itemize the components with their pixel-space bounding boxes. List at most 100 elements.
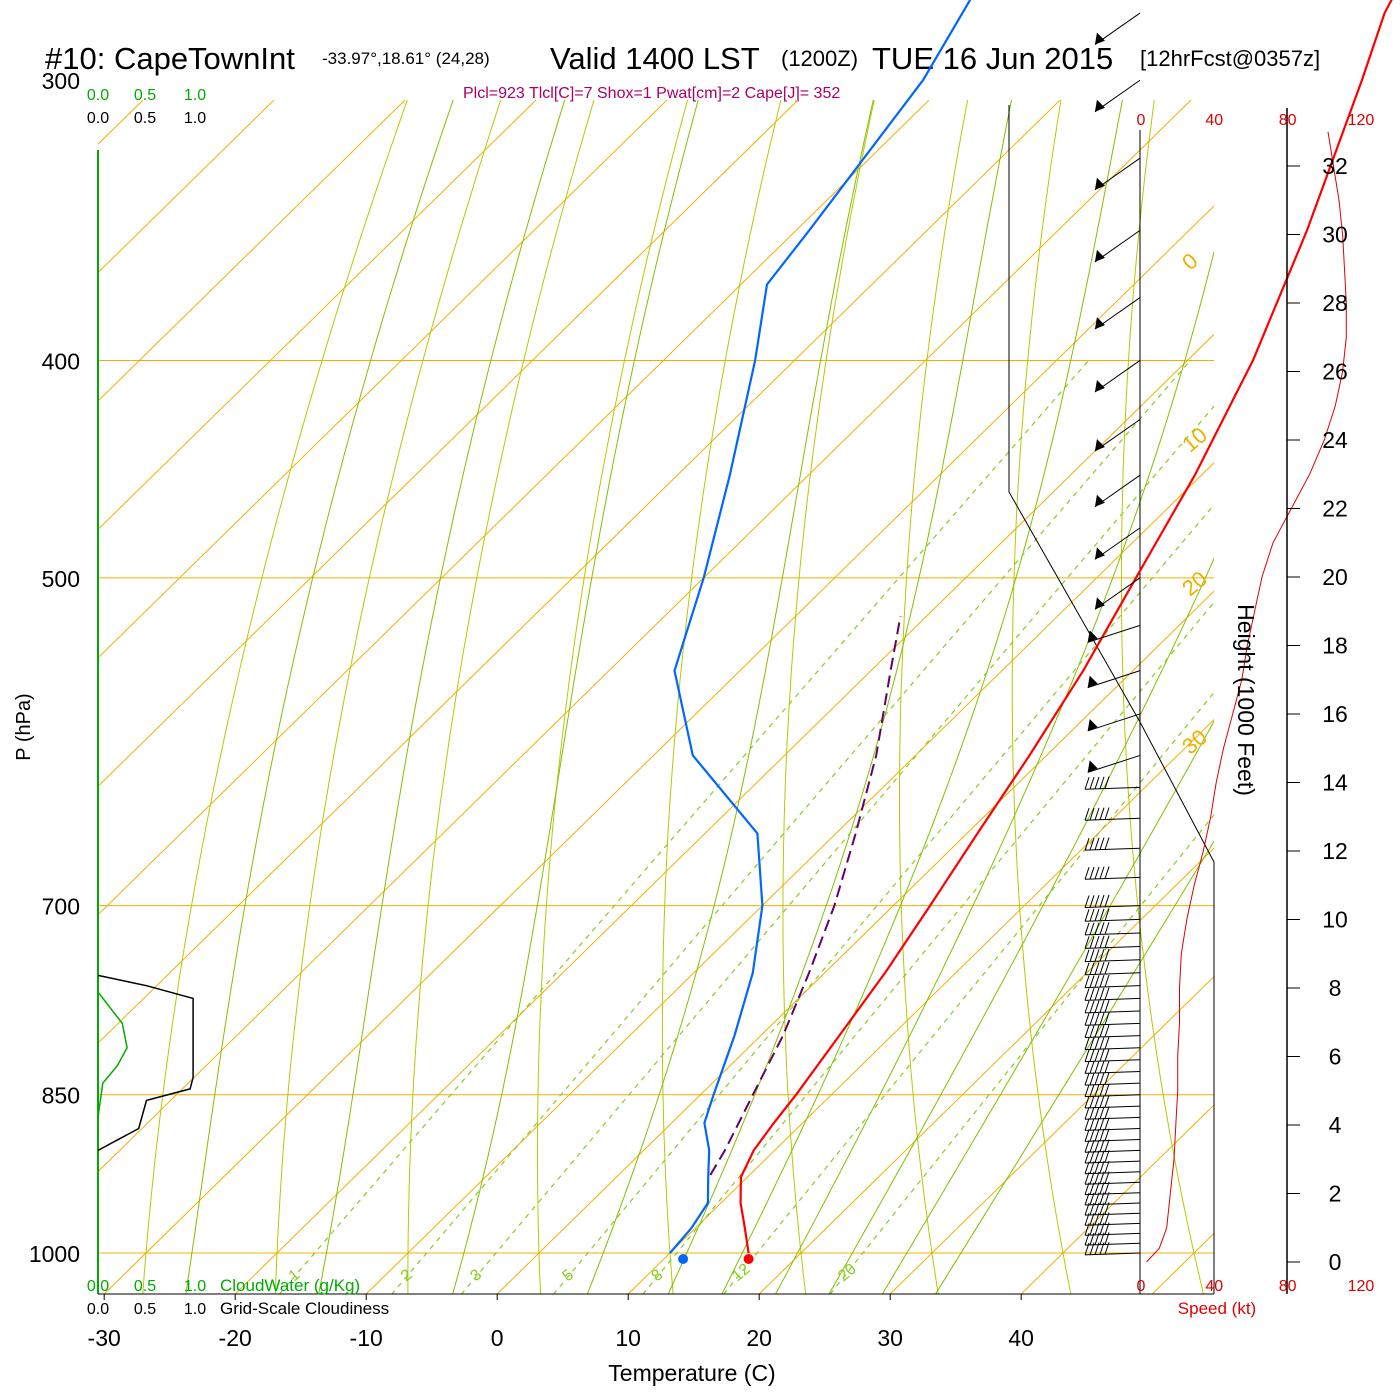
speed-top-tick: 40 — [1205, 112, 1223, 129]
wind-barb-feather — [1084, 909, 1090, 922]
wind-barb-feather — [1084, 1072, 1090, 1086]
wind-barb-staff — [1085, 945, 1141, 949]
height-axis-title: Height (1000 Feet) — [1233, 604, 1259, 796]
wind-barb-feather — [1104, 1012, 1110, 1025]
wind-barb-feather — [1104, 987, 1110, 1000]
wind-speed-line — [1146, 131, 1347, 1263]
mixing-ratio-label: 20 — [835, 1261, 860, 1286]
wind-barb-feather — [1084, 867, 1090, 880]
valid-time: Valid 1400 LST — [550, 41, 760, 76]
cloudwater-bottom-tick: 0.5 — [134, 1278, 156, 1295]
wind-barb-feather — [1094, 935, 1100, 949]
wind-barb-pennant — [1087, 675, 1098, 688]
wind-barb-feather — [1099, 948, 1105, 962]
isotherm-line — [98, 100, 799, 788]
cloudiness-top-tick: 1.0 — [184, 110, 206, 127]
wind-barb-feather — [1084, 1061, 1090, 1074]
wind-barb-feather — [1084, 1084, 1090, 1097]
wind-barb-staff — [1085, 1116, 1141, 1120]
wind-barb-feather — [1099, 1024, 1105, 1038]
wind-barb-feather — [1104, 1106, 1110, 1119]
dry-adiabat — [661, 100, 782, 1294]
mixing-ratio-line — [278, 360, 1090, 1294]
wind-barb-feather — [1089, 1061, 1095, 1074]
cloudwater-top-tick: 1.0 — [184, 87, 206, 104]
wind-barb-pennant — [1094, 494, 1105, 507]
isotherm-line — [627, 718, 1214, 1294]
wind-barb-staff — [1085, 1022, 1141, 1026]
wind-barb-staff — [1085, 1010, 1141, 1014]
isotherm-line — [98, 100, 668, 659]
surface-temperature-dot — [743, 1254, 754, 1264]
wind-barb-feather — [1104, 1024, 1110, 1038]
temperature-tick-label: -20 — [219, 1325, 252, 1351]
wind-barb — [1084, 1117, 1141, 1131]
wind-barb-pennant — [1094, 597, 1105, 610]
wind-barb — [1087, 624, 1141, 643]
wind-barb-feather — [1094, 837, 1100, 850]
wind-barb-pennant — [1094, 380, 1105, 393]
wind-barb-feather — [1104, 776, 1110, 789]
wind-barb-feather — [1089, 1084, 1095, 1097]
temperature-tick-label: 40 — [1008, 1325, 1034, 1351]
wind-barb-feather — [1084, 1140, 1090, 1153]
wind-barb — [1084, 935, 1141, 949]
wind-barb-feather — [1104, 961, 1110, 975]
cloudwater-line — [97, 991, 128, 1118]
height-tick-label: 10 — [1322, 907, 1348, 933]
wind-barb-feather — [1099, 962, 1105, 975]
wind-barb-feather — [1084, 1025, 1090, 1038]
wind-barb — [1094, 474, 1141, 508]
wind-barb-feather — [1089, 807, 1095, 821]
wind-barb-feather — [1084, 962, 1090, 975]
speed-top-tick: 80 — [1279, 112, 1297, 129]
wind-barb-feather — [1094, 1128, 1100, 1142]
wind-barb-feather — [1084, 777, 1090, 790]
wind-barb-feather — [1094, 1025, 1100, 1038]
wind-barb — [1084, 1106, 1141, 1120]
cloudiness-bottom-tick: 0.5 — [134, 1301, 156, 1318]
wind-barb — [1084, 1012, 1141, 1026]
wind-barb-feather — [1099, 1048, 1105, 1062]
isotherm-line — [0, 100, 12, 1294]
wind-barb-feather — [1089, 1129, 1095, 1142]
wind-barb-feather — [1094, 1000, 1100, 1013]
wind-barb-feather — [1104, 1150, 1110, 1163]
speed-bottom-tick: 120 — [1348, 1278, 1375, 1295]
pressure-tick-label: 1000 — [29, 1241, 80, 1267]
isotherm-label: 20 — [1177, 566, 1212, 601]
wind-barb-feather — [1094, 1049, 1100, 1062]
wind-barb-feather — [1099, 1012, 1105, 1025]
wind-barb-pennant — [1094, 32, 1105, 45]
wind-barb-pennant — [1094, 439, 1105, 452]
isotherm-line — [103, 205, 1214, 1294]
wind-barb-feather — [1094, 1106, 1100, 1120]
wind-barb-feather — [1104, 1083, 1110, 1097]
dry-adiabat — [407, 100, 595, 1294]
height-tick-label: 30 — [1322, 222, 1348, 248]
thermodynamic-grid — [0, 100, 1400, 1294]
wind-barb-feather — [1094, 1012, 1100, 1026]
temperature-trace — [739, 0, 1393, 1254]
wind-barb-staff — [1085, 1059, 1141, 1063]
wind-barb-feather — [1089, 1000, 1095, 1013]
moist-adiabat — [721, 100, 1123, 1294]
wind-barb-feather — [1084, 1150, 1090, 1164]
wind-barb-feather — [1094, 776, 1100, 790]
wind-barb-feather — [1104, 1000, 1110, 1013]
wind-barb-staff — [1085, 1071, 1141, 1074]
isotherm-line — [1283, 100, 1400, 1294]
wind-barb-feather — [1089, 949, 1095, 962]
wind-barb-feather — [1094, 1139, 1100, 1153]
wind-barb-feather — [1099, 1128, 1105, 1142]
dry-adiabat — [142, 100, 408, 1294]
cloudiness-top-tick: 0.5 — [134, 110, 156, 127]
isotherm-line — [758, 847, 1214, 1294]
speed-bottom-tick: 0 — [1137, 1278, 1146, 1295]
wind-barb-staff — [1085, 1094, 1141, 1098]
height-tick-label: 22 — [1322, 496, 1348, 522]
wind-barb-pennant — [1094, 317, 1105, 330]
cloudiness-bottom-tick: 0.0 — [87, 1301, 109, 1318]
wind-barb-staff — [1085, 1252, 1141, 1256]
wind-barb-feather — [1094, 1150, 1100, 1163]
